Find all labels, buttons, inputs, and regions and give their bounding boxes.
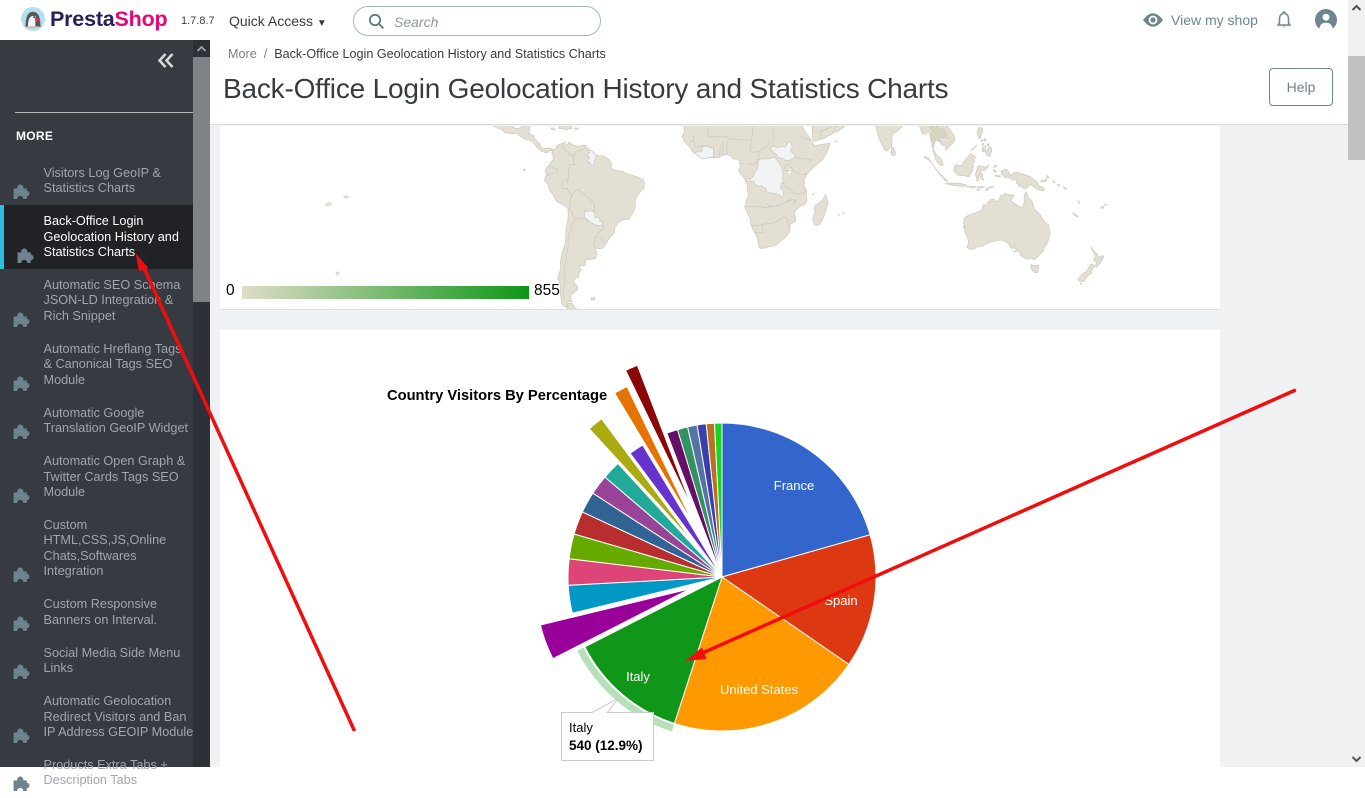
svg-text:United States: United States xyxy=(720,682,799,697)
svg-text:540 (12.9%): 540 (12.9%) xyxy=(569,738,643,753)
svg-text:France: France xyxy=(774,478,814,493)
svg-text:Italy: Italy xyxy=(569,720,593,735)
svg-text:Italy: Italy xyxy=(626,669,650,684)
svg-text:Spain: Spain xyxy=(824,593,857,608)
svg-text:Country Visitors By Percentage: Country Visitors By Percentage xyxy=(387,388,607,404)
